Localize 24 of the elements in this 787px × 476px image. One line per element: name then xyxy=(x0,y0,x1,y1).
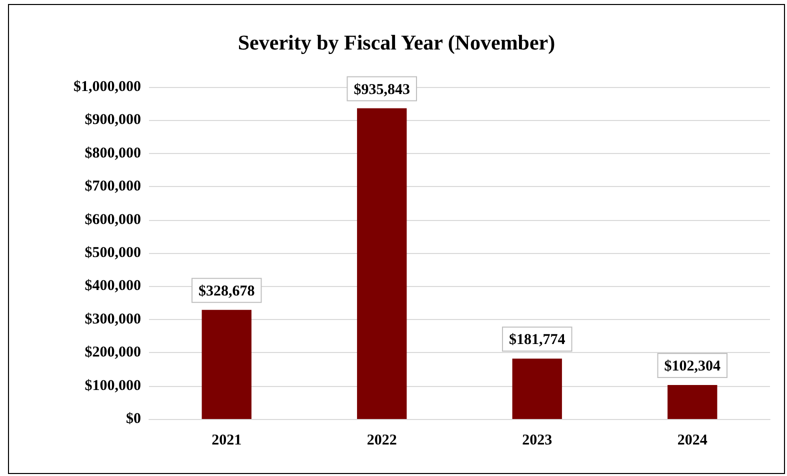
data-label: $328,678 xyxy=(198,283,255,300)
chart-title: Severity by Fiscal Year (November) xyxy=(238,30,556,54)
y-tick-label: $900,000 xyxy=(84,112,141,128)
bar xyxy=(512,358,562,419)
x-tick-label: 2024 xyxy=(677,432,708,448)
bar xyxy=(357,108,407,419)
y-tick-label: $700,000 xyxy=(84,178,141,195)
y-tick-label: $1,000,000 xyxy=(74,79,141,95)
y-tick-label: $800,000 xyxy=(84,145,141,162)
x-tick-label: 2022 xyxy=(366,432,397,448)
y-tick-label: $400,000 xyxy=(84,278,141,294)
data-label: $102,304 xyxy=(664,358,721,375)
y-tick-label: $200,000 xyxy=(84,344,141,361)
data-label: $935,843 xyxy=(354,82,410,98)
x-tick-label: 2021 xyxy=(212,432,242,448)
y-tick-label: $100,000 xyxy=(84,378,141,394)
y-tick-label: $300,000 xyxy=(84,311,141,328)
y-tick-label: $500,000 xyxy=(84,245,141,261)
x-tick-label: 2023 xyxy=(522,432,552,448)
data-label: $181,774 xyxy=(509,332,566,348)
y-tick-label: $0 xyxy=(126,411,141,427)
y-tick-label: $600,000 xyxy=(84,212,141,228)
bar xyxy=(202,310,252,419)
bar xyxy=(668,385,718,419)
